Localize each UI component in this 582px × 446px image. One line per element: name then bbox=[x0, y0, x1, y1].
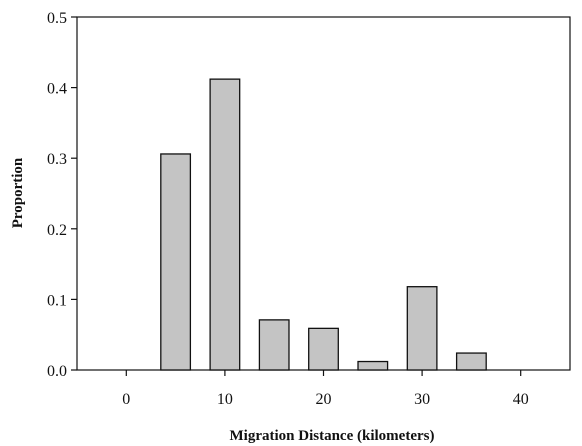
bar bbox=[209, 78, 241, 371]
y-tick-label: 0.4 bbox=[47, 81, 67, 98]
bars bbox=[160, 78, 487, 371]
x-tick-label: 10 bbox=[217, 391, 233, 408]
y-tick-label: 0.5 bbox=[47, 10, 67, 27]
x-tick-label: 0 bbox=[122, 391, 130, 408]
bar bbox=[160, 153, 192, 371]
x-axis: 0 10 20 30 40 bbox=[122, 370, 529, 408]
bar bbox=[406, 286, 438, 371]
plot-frame bbox=[76, 16, 571, 371]
x-tick-label: 40 bbox=[513, 391, 529, 408]
y-axis: 0.0 0.1 0.2 0.3 0.4 0.5 bbox=[47, 10, 77, 380]
x-tick-label: 30 bbox=[414, 391, 430, 408]
x-axis-title: Migration Distance (kilometers) bbox=[230, 428, 435, 444]
y-tick-label: 0.3 bbox=[47, 151, 67, 168]
y-tick-label: 0.2 bbox=[47, 222, 67, 239]
bar bbox=[455, 352, 487, 371]
bar bbox=[308, 327, 339, 371]
bar bbox=[258, 319, 290, 371]
y-tick-label: 0.1 bbox=[47, 292, 67, 309]
y-axis-title: Proportion bbox=[10, 157, 26, 228]
bar bbox=[357, 360, 389, 371]
y-tick-label: 0.0 bbox=[47, 363, 67, 380]
x-tick-label: 20 bbox=[316, 391, 332, 408]
